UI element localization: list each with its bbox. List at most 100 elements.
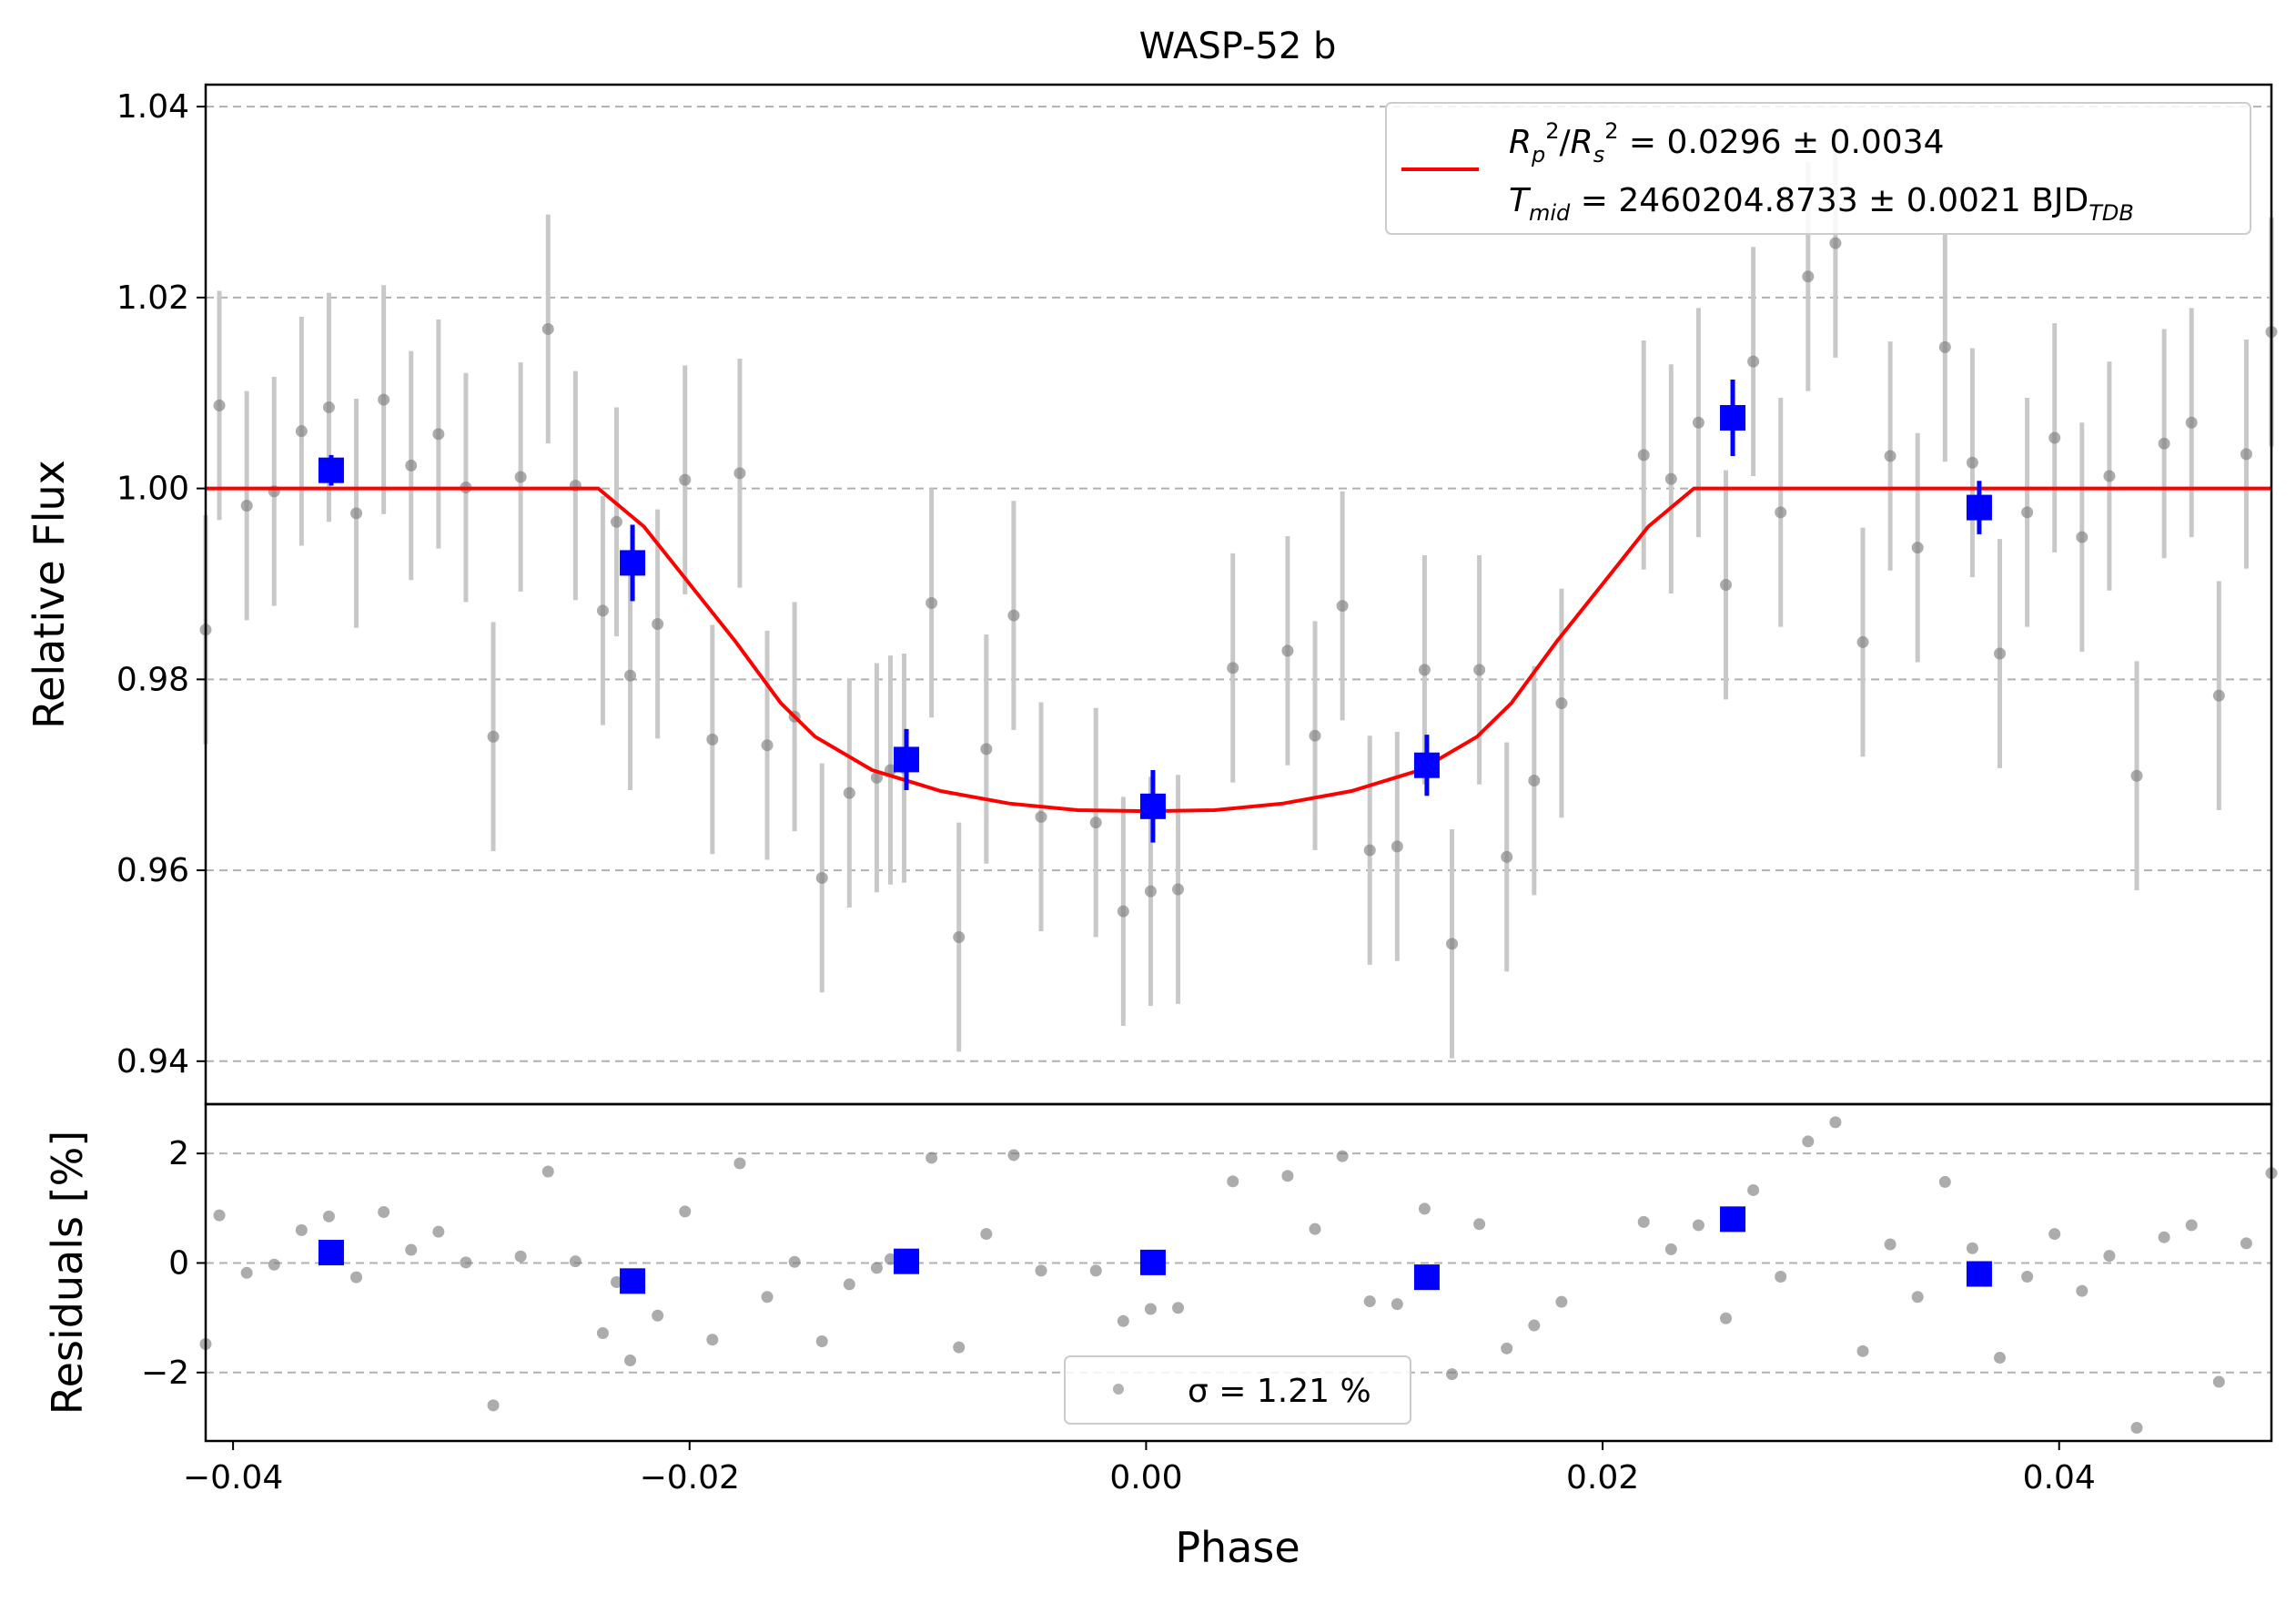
main-y-tick-label: 0.98 xyxy=(116,661,189,698)
raw-point xyxy=(1856,635,1869,648)
residual-raw-point xyxy=(1007,1149,1020,1162)
raw-point xyxy=(1555,697,1568,710)
raw-point xyxy=(2130,769,2143,782)
residuals-panel: −2 0 2 −0.04 −0.02 0.00 0.02 0.04 Residuals [%… xyxy=(43,1102,2278,1572)
residual-raw-point xyxy=(1884,1238,1896,1251)
raw-point xyxy=(1747,355,1760,368)
raw-point xyxy=(2158,437,2170,450)
residual-raw-point xyxy=(2048,1228,2061,1241)
residual-raw-point xyxy=(487,1399,500,1412)
raw-point xyxy=(624,669,637,682)
light-curve-panel: 0.94 0.96 0.98 1.00 1.02 1.04 Relative Flux R… xyxy=(25,83,2278,1106)
raw-point xyxy=(1664,472,1677,485)
main-y-tick-label: 0.94 xyxy=(116,1043,189,1081)
raw-point xyxy=(1637,449,1650,462)
residual-raw-point xyxy=(1911,1291,1924,1304)
x-tick-label: 0.04 xyxy=(2023,1459,2096,1496)
raw-point xyxy=(679,473,692,486)
residual-axes-frame xyxy=(204,1102,2273,1443)
residual-raw-point xyxy=(2076,1284,2089,1297)
raw-point xyxy=(1363,844,1376,857)
residual-y-tick-label: 2 xyxy=(168,1135,189,1172)
raw-point xyxy=(1473,664,1486,676)
residual-raw-point xyxy=(953,1341,966,1354)
raw-point xyxy=(1884,450,1896,462)
residual-raw-point xyxy=(1856,1344,1869,1357)
x-tick-label: 0.00 xyxy=(1109,1459,1182,1496)
residual-raw-point xyxy=(2103,1250,2116,1263)
raw-point xyxy=(1418,664,1431,676)
residual-raw-point xyxy=(1089,1264,1102,1277)
residual-legend-marker xyxy=(1113,1384,1124,1395)
raw-point xyxy=(1391,840,1403,853)
residual-raw-point xyxy=(733,1157,746,1170)
raw-point xyxy=(1172,883,1185,896)
residual-raw-point xyxy=(213,1209,226,1222)
residual-raw-point xyxy=(761,1291,774,1304)
main-y-tick-label: 1.02 xyxy=(116,279,189,317)
raw-point xyxy=(733,467,746,480)
raw-point xyxy=(1692,416,1704,429)
residual-raw-point xyxy=(1664,1243,1677,1255)
raw-point xyxy=(240,499,253,512)
binned-point xyxy=(318,457,344,483)
legend-rp-rs-label: Rp2/Rs2 = 0.0296 ± 0.0034 xyxy=(1509,118,1945,167)
residual-raw-point xyxy=(569,1255,582,1268)
raw-point xyxy=(1007,609,1020,622)
residual-raw-point xyxy=(2212,1375,2225,1388)
raw-point xyxy=(2240,448,2252,461)
residual-raw-point xyxy=(1829,1116,1842,1129)
residual-raw-point xyxy=(240,1266,253,1279)
residual-raw-point xyxy=(1418,1202,1431,1215)
raw-point xyxy=(2048,431,2061,444)
residual-raw-point xyxy=(624,1354,637,1367)
residual-raw-point xyxy=(1938,1175,1951,1188)
binned-point xyxy=(1720,404,1746,431)
residual-legend-label: σ = 1.21 % xyxy=(1188,1373,1371,1410)
x-tick-label: −0.04 xyxy=(183,1459,283,1496)
residual-y-tick-label: 0 xyxy=(168,1244,189,1282)
residual-raw-point xyxy=(1501,1342,1513,1354)
raw-point xyxy=(1144,885,1157,898)
raw-point xyxy=(953,930,966,943)
residual-binned-point xyxy=(894,1248,920,1274)
residual-raw-point xyxy=(1802,1135,1815,1148)
residual-raw-point xyxy=(2240,1237,2252,1250)
residual-raw-point xyxy=(1336,1150,1349,1162)
residual-raw-point xyxy=(541,1165,554,1178)
raw-point xyxy=(1802,270,1815,283)
raw-point xyxy=(1938,340,1951,353)
residual-raw-point xyxy=(2158,1231,2170,1243)
raw-point xyxy=(322,401,335,413)
raw-point xyxy=(295,425,308,438)
residual-raw-point xyxy=(1172,1302,1185,1314)
chart-title: WASP-52 b xyxy=(1139,25,1337,67)
raw-point xyxy=(1775,506,1787,519)
residual-raw-point xyxy=(706,1334,719,1346)
x-tick-label: −0.02 xyxy=(640,1459,740,1496)
raw-point xyxy=(2021,506,2034,519)
residual-binned-point xyxy=(1966,1261,1992,1287)
residual-raw-point xyxy=(652,1309,664,1322)
raw-point xyxy=(843,786,855,799)
binned-point xyxy=(894,746,920,773)
residual-raw-point xyxy=(2021,1271,2034,1283)
residual-binned-point xyxy=(1720,1206,1746,1233)
raw-point xyxy=(1281,644,1294,657)
main-y-ticks: 0.94 0.96 0.98 1.00 1.02 1.04 xyxy=(116,88,206,1081)
residual-raw-point xyxy=(1227,1175,1239,1188)
main-y-tick-label: 0.96 xyxy=(116,852,189,889)
residual-raw-point xyxy=(2185,1219,2198,1232)
raw-point xyxy=(980,743,993,756)
raw-point xyxy=(2212,689,2225,702)
x-ticks: −0.04 −0.02 0.00 0.02 0.04 xyxy=(183,1441,2096,1496)
raw-point xyxy=(1309,729,1321,742)
residual-raw-point xyxy=(1473,1218,1486,1231)
binned-point xyxy=(1413,752,1440,778)
raw-point xyxy=(596,604,609,617)
residual-y-tick-label: −2 xyxy=(141,1354,189,1392)
residual-raw-point xyxy=(1720,1312,1733,1324)
raw-point xyxy=(1829,237,1842,249)
raw-point xyxy=(1227,662,1239,675)
